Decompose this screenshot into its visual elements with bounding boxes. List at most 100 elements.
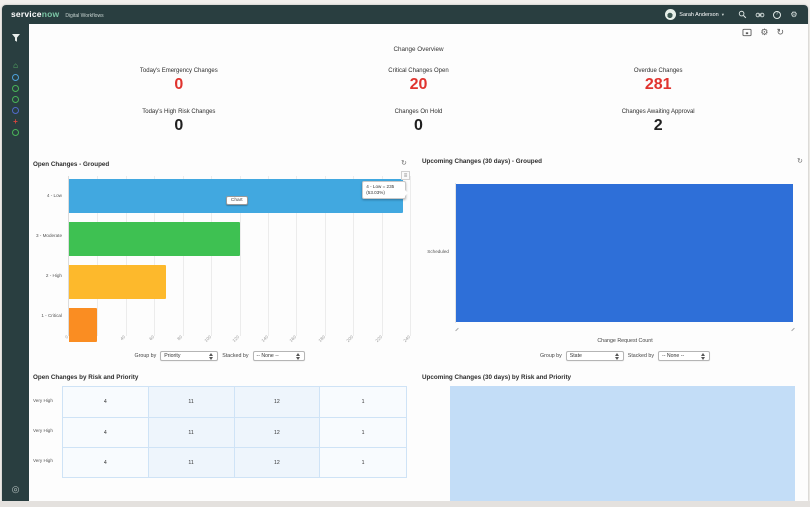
bar-2-high[interactable] <box>69 265 166 299</box>
bar-row <box>69 265 410 305</box>
gridline <box>381 176 383 336</box>
stat-label: Changes Awaiting Approval <box>621 109 695 115</box>
logo-text-service: service <box>11 9 42 20</box>
nav-circle-icon-2[interactable] <box>12 85 19 92</box>
link-icon[interactable] <box>755 10 765 20</box>
risk-cell[interactable]: 12 <box>234 447 321 477</box>
refresh-icon[interactable]: ↻ <box>401 160 407 167</box>
stacked-by-label: Stacked by <box>222 353 249 359</box>
stat-widget[interactable]: Today's High Risk Changes 0 <box>59 109 299 134</box>
upcoming-matrix-cell[interactable] <box>450 386 795 501</box>
risk-table-title: Open Changes by Risk and Priority <box>33 374 139 381</box>
upcoming-title: Upcoming Changes (30 days) - Grouped <box>422 158 543 165</box>
gridline <box>239 176 241 336</box>
stat-widget[interactable]: Changes Awaiting Approval 2 <box>538 109 778 134</box>
servicenow-logo[interactable]: servicenow <box>11 10 59 19</box>
risk-cell[interactable]: 12 <box>234 417 321 447</box>
y-axis-label: 3 - Moderate <box>35 233 62 238</box>
filter-icon[interactable] <box>11 30 21 48</box>
bar-3-moderate[interactable] <box>69 222 240 256</box>
plus-icon[interactable]: + <box>13 117 18 126</box>
gear-icon[interactable]: ⚙ <box>760 27 769 37</box>
x-tick-mark <box>455 327 459 332</box>
refresh-icon[interactable]: ↻ <box>797 158 803 165</box>
gear-icon[interactable]: ⚙ <box>790 9 798 19</box>
sidebar-nav: ⌂ + <box>12 62 19 136</box>
refresh-icon[interactable]: ↻ <box>776 27 784 37</box>
risk-table: 4 11 12 1 4 11 12 1 4 11 12 1 <box>62 386 407 478</box>
select-stepper-icon <box>701 352 706 360</box>
stat-widget[interactable]: Overdue Changes 281 <box>538 68 778 93</box>
risk-cell[interactable]: 11 <box>148 387 235 417</box>
y-axis-label: 1 - Critical <box>41 313 62 318</box>
risk-cell[interactable]: 4 <box>63 387 149 417</box>
stacked-by-select[interactable]: -- None -- <box>252 351 305 361</box>
stat-widget[interactable]: Changes On Hold 0 <box>299 109 539 134</box>
product-name: Digital Workflows <box>65 12 104 19</box>
chart-menu-icon[interactable]: ≡ <box>401 171 410 180</box>
open-changes-plot: Chart 4 - Low = 235 (53.03%) ≡ <box>68 171 411 342</box>
risk-cell[interactable]: 4 <box>63 447 149 477</box>
nav-circle-icon-1[interactable] <box>12 74 19 81</box>
gridline <box>154 176 156 336</box>
chart-chip[interactable]: Chart <box>225 196 248 205</box>
tooltip-line-2: (53.03%) <box>366 190 385 196</box>
stat-value: 2 <box>653 117 663 134</box>
stat-value: 0 <box>174 117 184 134</box>
risk-cell[interactable]: 11 <box>148 417 235 447</box>
y-axis-labels: 4 - Low 3 - Moderate 2 - High 1 - Critical <box>29 176 65 336</box>
risk-row-label: Very High <box>33 428 53 433</box>
dashboard-toolbar: ⚙ ↻ <box>742 28 784 37</box>
scheduled-label: Scheduled <box>427 249 449 254</box>
bar-1-critical[interactable] <box>69 308 98 342</box>
nav-circle-icon-5[interactable] <box>12 129 19 136</box>
upcoming-plot <box>455 183 795 323</box>
risk-cell[interactable]: 12 <box>234 387 321 417</box>
home-icon[interactable]: ⌂ <box>13 61 18 70</box>
stat-label: Today's Emergency Changes <box>139 68 218 74</box>
gridline <box>267 176 269 336</box>
search-icon[interactable] <box>737 10 747 20</box>
group-by-value: Priority <box>164 353 181 359</box>
scheduled-bar[interactable] <box>456 184 793 322</box>
presentation-icon[interactable] <box>742 28 752 37</box>
target-icon[interactable]: ◎ <box>11 484 20 494</box>
header-actions: Sarah Anderson ▾ ? ⚙ <box>665 9 799 20</box>
gridline <box>353 176 355 336</box>
risk-cell[interactable]: 11 <box>148 447 235 477</box>
stacked-by-select[interactable]: -- None -- <box>658 351 710 361</box>
upcoming-controls: Group by State Stacked by -- None -- <box>455 351 795 361</box>
group-by-label: Group by <box>539 353 562 359</box>
nav-circle-icon-4[interactable] <box>12 107 19 114</box>
select-stepper-icon <box>614 352 620 360</box>
risk-cell[interactable]: 4 <box>63 417 149 447</box>
group-by-select[interactable]: State <box>565 351 624 361</box>
gridline <box>182 176 184 336</box>
risk-cell[interactable]: 1 <box>320 387 406 417</box>
chevron-down-icon: ▾ <box>721 11 724 17</box>
stat-label: Overdue Changes <box>633 68 683 74</box>
user-name: Sarah Anderson <box>679 11 719 18</box>
gridline <box>211 176 213 336</box>
user-menu[interactable]: Sarah Anderson ▾ <box>665 9 724 20</box>
app-window: servicenow Digital Workflows Sarah Ander… <box>2 5 808 501</box>
stat-value: 20 <box>409 76 428 93</box>
gridline <box>97 176 99 336</box>
stat-label: Today's High Risk Changes <box>142 109 216 115</box>
nav-circle-icon-3[interactable] <box>12 96 19 103</box>
window-edge <box>0 501 810 507</box>
risk-cell[interactable]: 1 <box>320 447 406 477</box>
risk-table-row-labels: Very High Very High Very High <box>33 386 60 476</box>
gridline <box>125 176 127 336</box>
stat-label: Changes On Hold <box>394 109 443 115</box>
stat-widget[interactable]: Today's Emergency Changes 0 <box>59 68 299 93</box>
bar-row <box>69 222 410 262</box>
help-icon[interactable]: ? <box>773 10 781 19</box>
stat-label: Critical Changes Open <box>388 68 449 74</box>
avatar[interactable] <box>665 9 677 20</box>
group-by-select[interactable]: Priority <box>160 351 219 361</box>
stat-widget[interactable]: Critical Changes Open 20 <box>299 68 539 93</box>
gridline <box>410 176 411 336</box>
risk-cell[interactable]: 1 <box>320 417 406 447</box>
